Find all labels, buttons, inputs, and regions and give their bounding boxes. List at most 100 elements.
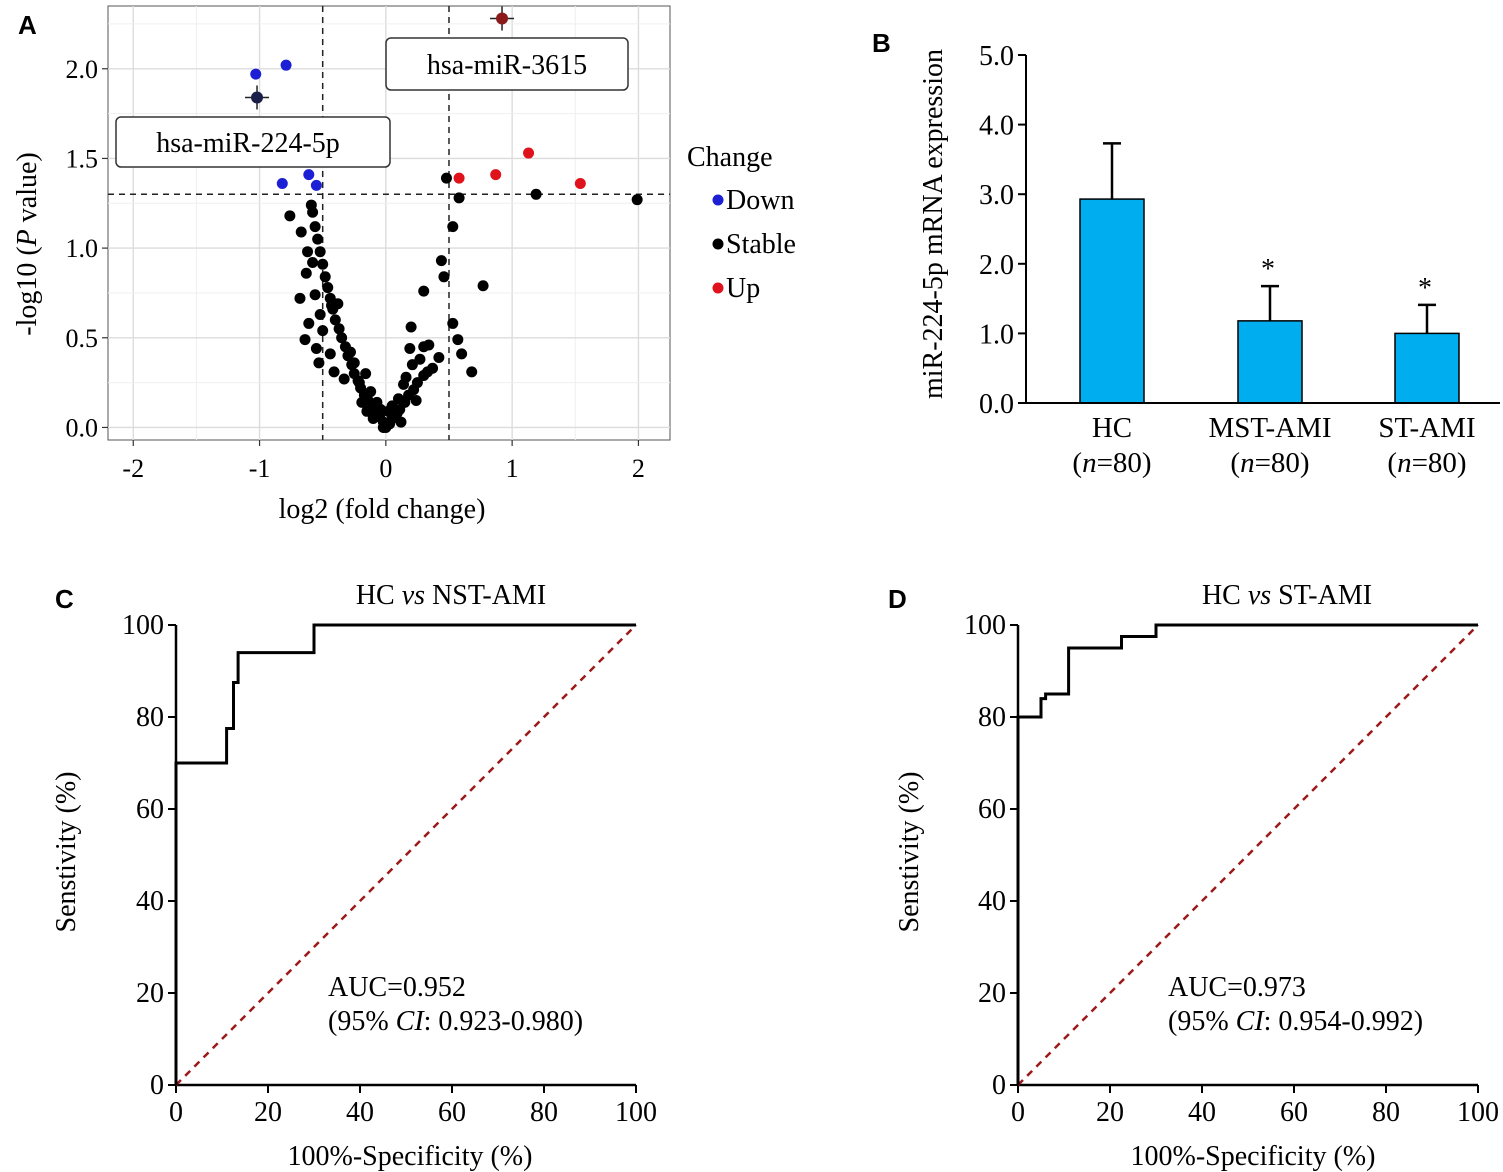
point-down [310,179,322,191]
legend-label-up: Up [726,273,760,304]
volcano-legend: Change Down Stable Up [687,142,796,304]
point-stable [344,346,356,358]
point-stable [305,199,317,211]
bar-n-italic: n [1397,447,1412,479]
point-stable [309,289,321,301]
roc-st-y-axis-title: Senstivity (%) [894,772,925,933]
roc-y-tick-label: 80 [136,702,164,733]
point-down [280,59,292,71]
roc-nst-auc: AUC=0.952 [328,972,466,1003]
point-stable [395,416,407,428]
roc-x-tick-label: 0 [169,1097,183,1128]
highlighted-point [251,91,264,104]
point-stable [294,292,306,304]
roc-st-ci-suffix: : 0.954-0.992) [1264,1006,1423,1037]
point-stable [447,317,459,329]
point-up [523,147,535,159]
roc-y-tick-label: 60 [136,794,164,825]
y-tick-label: 0.0 [66,413,99,442]
point-stable [348,368,360,380]
roc-nst-title-b: NST-AMI [425,580,546,611]
point-stable [466,366,478,378]
roc-st-ci-prefix: (95% [1168,1006,1236,1037]
annotation-box-mir3615 [385,37,629,91]
bar-y-tick-label: 4.0 [979,111,1014,142]
point-stable [477,280,489,292]
point-stable [328,366,340,378]
roc-nst-curve [174,623,636,1085]
bar-n-value: =80) [1255,447,1310,479]
point-stable [367,412,379,424]
point-stable [329,314,341,326]
panel-label-b: B [872,28,891,58]
bar-y-tick-label: 2.0 [979,250,1014,281]
bar-category-label: MST-AMI [1208,412,1331,444]
point-stable [302,246,314,258]
roc-nst-title-vs: vs [402,580,425,611]
bar-n-label: (n=80) [1230,447,1309,479]
volcano-y-axis-title-suffix: value) [12,152,43,229]
legend-marker-stable [712,238,724,250]
point-stable [336,332,348,344]
roc-nst-x-axis-title: 100%-Specificity (%) [288,1141,533,1172]
roc-st-title-vs: vs [1248,580,1271,611]
point-stable [338,373,350,385]
bar-n-open: ( [1072,447,1082,479]
point-stable [418,285,430,297]
significance-marker: * [1418,273,1432,304]
point-stable [438,271,450,283]
roc-x-tick-label: 60 [438,1097,466,1128]
y-tick-label: 2.0 [66,55,99,84]
point-stable [530,188,542,200]
panel-label-d: D [888,584,907,614]
roc-chart-st: HC vs ST-AMI 00 20 20 40 40 60 60 80 80 100 100 AU… [894,580,1499,1172]
roc-st-ci: (95% CI: 0.954-0.992) [1168,1006,1423,1037]
point-stable [324,348,336,360]
roc-st-curve [1016,623,1478,1085]
bar-n-italic: n [1082,447,1097,479]
bar-n-value: =80) [1097,447,1152,479]
point-stable [309,221,321,233]
bar-n-value: =80) [1412,447,1467,479]
point-down [303,169,315,181]
point-stable [391,407,403,419]
bar-n-italic: n [1240,447,1255,479]
volcano-y-axis-title: -log10 (P value) [12,152,43,336]
bar-n-open: ( [1387,447,1397,479]
point-stable [348,357,360,369]
point-stable [404,343,416,355]
point-stable [299,334,311,346]
bar-x-labels: HC(n=80)MST-AMI(n=80)ST-AMI(n=80) [1072,412,1475,479]
bar [1237,320,1303,404]
roc-nst-title-a: HC [356,580,402,611]
point-up [453,172,465,184]
point-stable [300,267,312,279]
point-stable [303,317,315,329]
point-stable [295,226,307,238]
bar [1394,332,1460,404]
roc-y-tick-label: 100 [964,610,1006,641]
roc-x-tick-label: 0 [1011,1097,1025,1128]
point-stable [310,343,322,355]
bar-y-tick-label: 0.0 [979,389,1014,420]
point-stable [284,210,296,222]
roc-st-x-axis-title: 100%-Specificity (%) [1131,1141,1376,1172]
bar [1079,198,1145,404]
highlighted-point [496,12,509,25]
point-stable [322,282,334,294]
legend-title: Change [687,142,773,173]
roc-nst-title: HC vs NST-AMI [356,580,546,611]
x-tick-label: 2 [632,454,645,483]
significance-marker: * [1261,254,1275,285]
roc-nst-ci-italic: CI [396,1006,426,1037]
roc-x-tick-label: 40 [1188,1097,1216,1128]
volcano-points [245,6,643,433]
roc-nst-reference-line [175,624,637,1086]
roc-nst-ci-suffix: : 0.923-0.980) [424,1006,583,1037]
roc-y-tick-label: 100 [122,610,164,641]
roc-y-tick-label: 20 [136,978,164,1009]
roc-x-tick-label: 100 [615,1097,657,1128]
point-stable [418,369,430,381]
roc-x-tick-label: 40 [346,1097,374,1128]
x-tick-label: -1 [249,454,271,483]
